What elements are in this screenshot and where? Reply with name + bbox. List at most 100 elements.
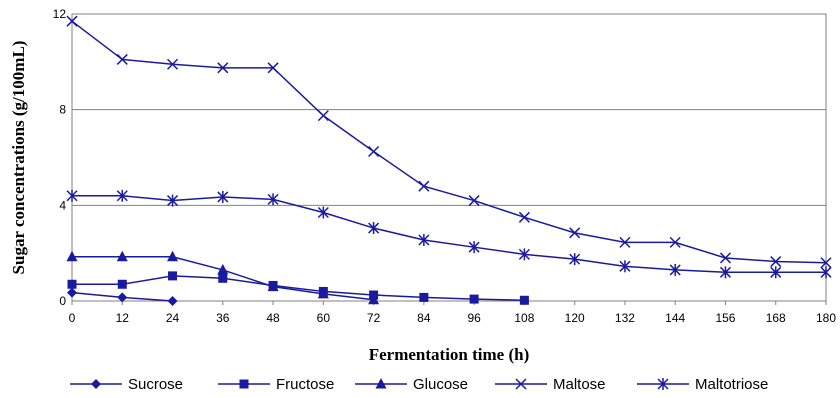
data-point-sucrose	[117, 292, 128, 303]
data-point-maltotriose	[518, 248, 530, 261]
data-point-maltotriose	[719, 266, 731, 279]
data-point-maltose	[468, 195, 480, 207]
legend-marker-maltotriose	[657, 378, 669, 390]
data-point-maltose	[619, 236, 631, 248]
data-point-fructose	[168, 271, 178, 281]
legend-item-sucrose: Sucrose	[70, 376, 183, 393]
data-point-maltose	[116, 53, 128, 65]
data-point-maltose	[770, 256, 782, 268]
series-sucrose	[67, 287, 178, 306]
x-tick-label: 180	[816, 311, 836, 325]
data-point-glucose	[167, 250, 179, 262]
data-point-glucose	[66, 250, 78, 262]
series-fructose	[67, 271, 529, 305]
y-tick-label: 4	[59, 198, 66, 212]
data-point-maltotriose	[66, 189, 78, 202]
x-tick-label: 36	[216, 311, 230, 325]
legend-marker-maltose	[515, 378, 527, 390]
legend-label: Maltotriose	[695, 376, 768, 393]
data-point-glucose	[368, 293, 380, 305]
data-point-maltotriose	[619, 260, 631, 273]
x-tick-label: 144	[665, 311, 685, 325]
data-point-fructose	[469, 294, 479, 304]
y-tick-label: 8	[59, 103, 66, 117]
series-line-maltotriose	[72, 195, 826, 274]
data-point-maltotriose	[770, 266, 782, 279]
data-point-maltose	[267, 62, 279, 74]
legend-label: Maltose	[553, 376, 606, 393]
legend-marker-fructose	[239, 379, 249, 389]
data-point-glucose	[217, 263, 229, 275]
data-point-maltotriose	[669, 263, 681, 276]
y-axis-ticks: 0 4 8 12	[53, 7, 67, 308]
plot-area-frame	[71, 13, 827, 302]
data-point-maltose	[669, 236, 681, 248]
data-point-maltotriose	[569, 253, 581, 266]
data-point-maltotriose	[820, 266, 832, 279]
data-point-maltose	[317, 110, 329, 122]
x-tick-label: 168	[766, 311, 786, 325]
data-point-maltose	[217, 62, 229, 74]
legend-item-glucose: Glucose	[355, 376, 468, 393]
series-line-maltose	[71, 20, 827, 264]
data-point-fructose	[67, 279, 77, 289]
data-point-maltotriose	[317, 206, 329, 219]
data-point-maltose	[167, 58, 179, 70]
data-point-maltotriose	[217, 190, 229, 203]
series-layer	[66, 15, 832, 306]
legend-marker-sucrose	[91, 379, 101, 389]
x-axis-ticks: 0 12 24 36 48 60 72 84 96 108 120 132 144 156 168 180	[69, 301, 836, 325]
series-maltotriose	[66, 189, 832, 279]
x-tick-label: 132	[615, 311, 635, 325]
y-tick-label: 0	[59, 294, 66, 308]
data-point-maltose	[66, 15, 78, 27]
x-tick-label: 84	[417, 311, 431, 325]
x-tick-label: 72	[367, 311, 381, 325]
data-point-maltose	[368, 145, 380, 158]
legend-item-maltose: Maltose	[495, 376, 606, 393]
data-point-maltotriose	[368, 222, 380, 235]
data-point-maltose	[418, 180, 430, 192]
series-maltose	[66, 15, 832, 269]
legend-label: Fructose	[276, 376, 334, 393]
data-point-glucose	[317, 287, 329, 299]
data-point-fructose	[519, 295, 529, 305]
x-tick-label: 156	[715, 311, 735, 325]
legend-marker-glucose	[375, 378, 387, 389]
data-point-maltose	[518, 211, 530, 223]
data-point-fructose	[218, 273, 228, 283]
data-point-maltose	[719, 252, 731, 264]
series-line-fructose	[72, 275, 525, 302]
data-point-maltotriose	[267, 193, 279, 206]
x-tick-label: 96	[467, 311, 481, 325]
data-point-sucrose	[67, 287, 77, 298]
data-point-maltose	[569, 227, 581, 239]
x-tick-label: 0	[69, 311, 76, 325]
data-point-fructose	[117, 279, 127, 289]
x-axis-title: Fermentation time (h)	[369, 345, 530, 364]
grid-lines	[72, 109, 826, 206]
data-point-glucose	[116, 250, 128, 262]
legend-item-fructose: Fructose	[218, 376, 334, 393]
x-tick-label: 48	[266, 311, 280, 325]
y-tick-label: 12	[53, 7, 67, 21]
series-glucose	[66, 250, 380, 305]
data-point-maltotriose	[468, 241, 480, 254]
legend-label: Sucrose	[128, 376, 183, 393]
data-point-maltotriose	[116, 189, 128, 202]
data-point-sucrose	[167, 296, 178, 306]
x-tick-label: 60	[317, 311, 331, 325]
legend-item-maltotriose: Maltotriose	[637, 376, 768, 393]
x-tick-label: 24	[166, 311, 180, 325]
x-tick-label: 120	[565, 311, 585, 325]
x-tick-label: 12	[116, 311, 130, 325]
x-tick-label: 108	[514, 311, 534, 325]
data-point-maltose	[820, 257, 832, 269]
data-point-glucose	[267, 280, 279, 292]
legend: Sucrose Fructose Glucose Maltose Maltotriose	[70, 376, 768, 393]
data-point-maltotriose	[167, 194, 179, 207]
data-point-fructose	[419, 292, 429, 302]
y-axis-title: Sugar concentrations (g/100mL)	[9, 41, 28, 275]
data-point-maltotriose	[418, 234, 430, 247]
